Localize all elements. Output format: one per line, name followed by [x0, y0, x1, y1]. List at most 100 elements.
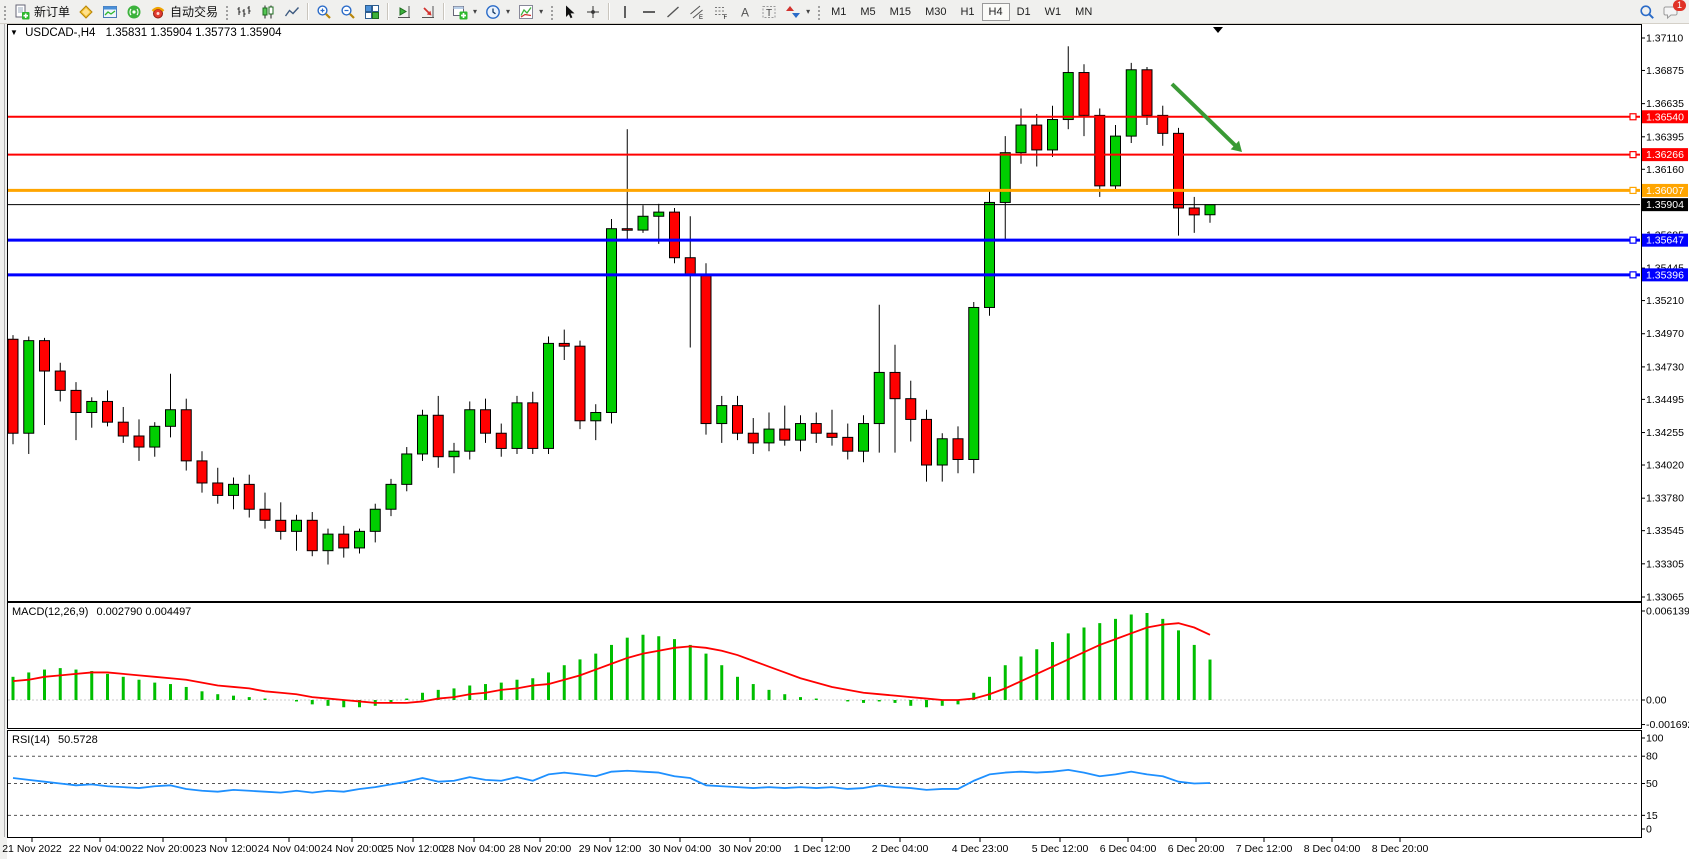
toolbar-grip[interactable]	[549, 3, 555, 20]
timeframe-h1-button[interactable]: H1	[960, 5, 975, 18]
svg-text:1.33305: 1.33305	[1646, 558, 1684, 570]
arrows-icon	[785, 4, 801, 20]
equidistant-channel-button[interactable]: E	[685, 1, 709, 23]
svg-text:1 Dec 12:00: 1 Dec 12:00	[794, 843, 851, 855]
zoom-out-button[interactable]	[336, 1, 360, 23]
svg-text:29 Nov 12:00: 29 Nov 12:00	[579, 843, 642, 855]
tile-windows-button[interactable]	[360, 1, 384, 23]
toolbar-grip[interactable]	[2, 3, 7, 20]
signals-button[interactable]	[122, 1, 146, 23]
text-button[interactable]: A	[733, 1, 757, 23]
new-order-icon	[14, 4, 30, 20]
notifications-button[interactable]: 1	[1659, 0, 1686, 23]
macd-values: 0.002790 0.004497	[96, 606, 192, 618]
trend-arrow-annotation[interactable]	[1170, 82, 1242, 152]
svg-text:24 Nov 20:00: 24 Nov 20:00	[321, 843, 384, 855]
trendline-button[interactable]	[661, 1, 685, 23]
svg-text:1.33545: 1.33545	[1646, 525, 1684, 537]
svg-text:22 Nov 20:00: 22 Nov 20:00	[132, 843, 195, 855]
line-type-icon	[284, 4, 300, 20]
svg-text:1.33780: 1.33780	[1646, 493, 1684, 505]
ohlc-values: 1.35831 1.35904 1.35773 1.35904	[105, 27, 282, 39]
chart-menu-triangle-icon[interactable]: ▼	[10, 28, 18, 37]
macd-pane[interactable]	[7, 602, 1642, 729]
macd-label: MACD(12,26,9) 0.002790 0.004497	[12, 606, 191, 618]
clock-icon	[485, 4, 501, 20]
svg-text:21 Nov 2022: 21 Nov 2022	[2, 843, 62, 855]
vertical-line-button[interactable]	[613, 1, 637, 23]
timeframe-d1-button[interactable]: D1	[1016, 5, 1031, 18]
search-button[interactable]	[1635, 1, 1659, 23]
timeframe-w1-button[interactable]: W1	[1044, 5, 1062, 18]
market-button[interactable]	[74, 1, 98, 23]
candles-layer	[7, 46, 1216, 565]
svg-text:1.36635: 1.36635	[1646, 98, 1684, 110]
chevron-down-icon: ▾	[506, 7, 511, 16]
toolbar-separator	[307, 3, 310, 20]
candle-chart-type-button[interactable]	[256, 1, 280, 23]
periods-dropdown-button[interactable]: ▾	[481, 1, 514, 23]
svg-text:5 Dec 12:00: 5 Dec 12:00	[1032, 843, 1089, 855]
svg-text:1.35396: 1.35396	[1646, 269, 1684, 281]
chart-shift-marker-icon[interactable]	[1213, 27, 1223, 33]
toolbar-separator	[387, 3, 390, 20]
new-chart-button[interactable]	[98, 1, 122, 23]
autotrading-icon	[150, 4, 166, 20]
arrows-button[interactable]: ▾	[781, 1, 814, 23]
cursor-button[interactable]	[557, 1, 581, 23]
auto-scroll-button[interactable]	[416, 1, 440, 23]
timeframe-m30-button[interactable]: M30	[925, 5, 947, 18]
time-axis[interactable]: 21 Nov 2022 22 Nov 04:00 22 Nov 20:00 23 No…	[2, 838, 1428, 855]
svg-text:30 Nov 20:00: 30 Nov 20:00	[719, 843, 782, 855]
svg-text:1.35647: 1.35647	[1646, 235, 1684, 247]
horizontal-line-button[interactable]	[637, 1, 661, 23]
svg-text:7 Dec 12:00: 7 Dec 12:00	[1236, 843, 1293, 855]
svg-text:1.36875: 1.36875	[1646, 65, 1684, 77]
crosshair-icon	[585, 4, 601, 20]
timeframe-h4-button[interactable]: H4	[981, 2, 1010, 21]
rsi-name: RSI(14)	[12, 734, 50, 746]
trendline-icon	[665, 4, 681, 20]
timeframe-m1-button[interactable]: M1	[831, 5, 847, 18]
chart-shift-button[interactable]	[392, 1, 416, 23]
label-icon: T	[761, 4, 777, 20]
svg-text:-0.001692: -0.001692	[1646, 719, 1689, 731]
svg-text:A: A	[741, 5, 749, 19]
candles-type-icon	[260, 4, 276, 20]
svg-text:28 Nov 20:00: 28 Nov 20:00	[509, 843, 572, 855]
macd-histogram	[11, 613, 1212, 708]
text-icon: A	[737, 4, 753, 20]
timeframe-mn-button[interactable]: MN	[1075, 5, 1093, 18]
line-chart-type-button[interactable]	[280, 1, 304, 23]
bars-type-icon	[236, 4, 252, 20]
svg-text:24 Nov 04:00: 24 Nov 04:00	[258, 843, 321, 855]
svg-text:1.35904: 1.35904	[1646, 199, 1684, 211]
toolbar-grip[interactable]	[224, 3, 230, 20]
crosshair-button[interactable]	[581, 1, 605, 23]
text-label-button[interactable]: T	[757, 1, 781, 23]
svg-text:1.36007: 1.36007	[1646, 185, 1684, 197]
toolbar-separator	[608, 3, 611, 20]
price-badges: 1.36540 1.36266 1.36007 1.35647 1.35396 1.359…	[1642, 110, 1688, 282]
new-chart-plus-icon	[452, 4, 468, 20]
toolbar-grip[interactable]	[816, 3, 822, 20]
main-pane[interactable]	[7, 24, 1642, 602]
timeframe-m5-button[interactable]: M5	[860, 5, 876, 18]
toolbar: 新订单 自动交易 ▾ ▾ ▾ E F A T ▾ M1 M5 M15 M30 H1 H4 D1 W1 MN 1	[0, 0, 1689, 24]
chart-title: ▼ USDCAD-,H4 1.35831 1.35904 1.35773 1.3…	[10, 27, 282, 39]
indicators-dropdown-button[interactable]: ▾	[514, 1, 547, 23]
new-order-button[interactable]: 新订单	[10, 1, 74, 23]
timeframe-m15-button[interactable]: M15	[889, 5, 912, 18]
svg-text:1.35210: 1.35210	[1646, 295, 1684, 307]
toolbar-separator	[443, 3, 446, 20]
svg-text:0.00: 0.00	[1646, 695, 1667, 707]
chart-window-icon	[102, 4, 118, 20]
svg-text:1.34730: 1.34730	[1646, 361, 1684, 373]
bar-chart-type-button[interactable]	[232, 1, 256, 23]
new-chart-dropdown-button[interactable]: ▾	[448, 1, 481, 23]
svg-text:F: F	[724, 15, 728, 20]
autotrading-button[interactable]: 自动交易	[146, 1, 222, 23]
zoom-in-button[interactable]	[312, 1, 336, 23]
fibonacci-button[interactable]: F	[709, 1, 733, 23]
